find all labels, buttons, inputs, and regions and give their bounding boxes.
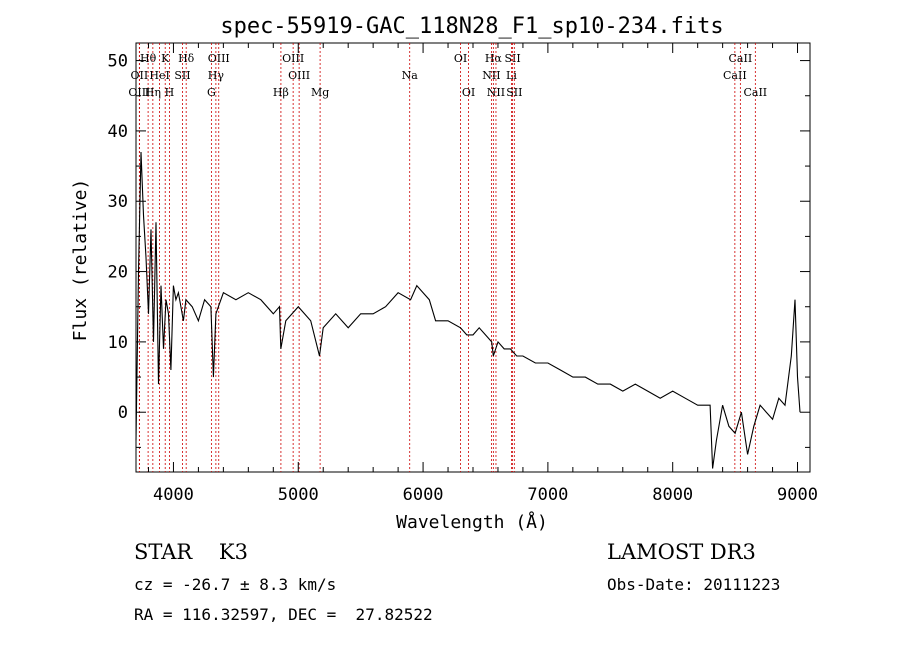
line-marker-label: OIII	[128, 86, 150, 99]
x-axis-label: Wavelength (Å)	[396, 511, 548, 533]
line-marker-label: H	[165, 86, 175, 99]
survey-name: LAMOST DR3	[607, 540, 756, 564]
line-marker-label: SII	[174, 69, 190, 82]
object-classification: STAR K3	[134, 540, 248, 564]
y-axis-ticks: 0 10 20 30 40 50	[108, 52, 810, 448]
line-marker-label: OI	[454, 52, 467, 65]
line-marker-label: HeI	[149, 69, 169, 82]
y-tick-label: 0	[118, 403, 128, 423]
line-marker-label: SII	[504, 52, 520, 65]
plot-frame	[135, 42, 811, 473]
line-marker-label: OI	[462, 86, 475, 99]
x-tick-label: 9000	[777, 485, 818, 505]
line-marker-label: Li	[506, 69, 517, 82]
line-marker-label: Hθ	[140, 52, 157, 65]
spectrum-line	[135, 151, 801, 469]
line-marker-label: CaII	[729, 52, 753, 65]
x-tick-label: 5000	[278, 485, 319, 505]
line-marker-label: OIII	[288, 69, 310, 82]
line-marker-label: G	[207, 86, 216, 99]
y-tick-label: 20	[108, 263, 128, 283]
observation-date: Obs-Date: 20111223	[607, 575, 781, 594]
x-tick-label: 6000	[403, 485, 444, 505]
line-marker-label: OIII	[282, 52, 304, 65]
coordinates: RA = 116.32597, DEC = 27.82522	[134, 605, 433, 624]
line-marker-label: K	[161, 52, 170, 65]
line-marker-label: Hα	[485, 52, 503, 65]
line-marker-label: OIII	[208, 52, 230, 65]
line-marker-label: SII	[506, 86, 522, 99]
x-tick-label: 4000	[153, 485, 194, 505]
y-tick-label: 10	[108, 333, 128, 353]
line-marker-label: CaII	[723, 69, 747, 82]
line-marker-label: Mg	[311, 86, 329, 99]
x-tick-label: 7000	[527, 485, 568, 505]
line-marker-label: CaII	[743, 86, 767, 99]
line-marker-label: Hη	[145, 86, 161, 99]
line-marker-label: NII	[482, 69, 500, 82]
line-marker-label: Na	[402, 69, 419, 82]
x-tick-label: 8000	[652, 485, 693, 505]
line-marker-label: Hδ	[178, 52, 195, 65]
y-tick-label: 40	[108, 122, 128, 142]
x-axis-ticks: 4000 5000 6000 7000 8000 9000	[147, 43, 818, 505]
y-tick-label: 30	[108, 192, 128, 212]
line-marker-label: NII	[487, 86, 505, 99]
redshift-value: cz = -26.7 ± 8.3 km/s	[134, 575, 337, 594]
y-axis-label: Flux (relative)	[70, 179, 91, 342]
y-tick-label: 50	[108, 52, 128, 72]
line-marker-label: Hγ	[208, 69, 225, 82]
line-marker-label: Hβ	[273, 86, 289, 99]
chart-title: spec-55919-GAC_118N28_F1_sp10-234.fits	[220, 14, 723, 39]
